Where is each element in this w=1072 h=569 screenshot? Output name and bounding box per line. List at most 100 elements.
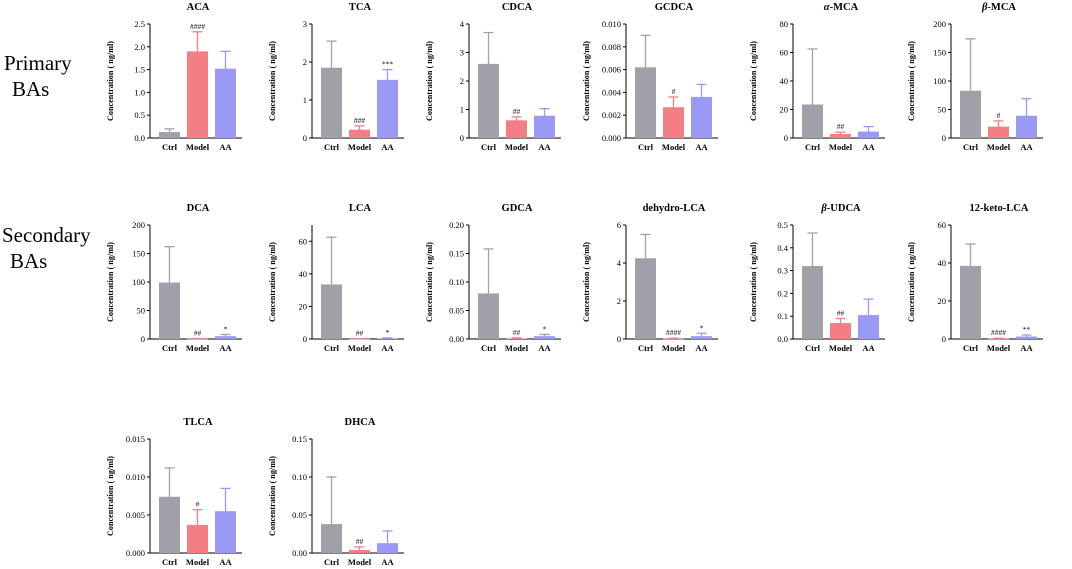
x-tick-label: AA xyxy=(862,142,875,152)
bar-model xyxy=(506,338,527,340)
x-tick-label: AA xyxy=(1020,142,1033,152)
x-tick-label: Model xyxy=(987,343,1011,353)
bar-model xyxy=(187,524,208,553)
y-tick-label: 1 xyxy=(460,105,464,115)
x-tick-label: Ctrl xyxy=(638,142,654,152)
x-tick-label: Ctrl xyxy=(324,343,340,353)
bar-model xyxy=(830,323,851,339)
y-tick-label: 20 xyxy=(780,105,789,115)
x-tick-label: AA xyxy=(219,343,232,353)
chart-panel-12: TLCA Concentration ( ng/ml) 0.000 0.005 0.01… xyxy=(106,417,242,567)
y-tick-label: 0.00 xyxy=(449,334,464,344)
chart-panel-11: 12-keto-LCA Concentration ( ng/ml) 0 20 40 60… xyxy=(907,203,1043,353)
bar-model xyxy=(349,129,370,138)
y-tick-label: 0.010 xyxy=(602,19,621,29)
bar-model xyxy=(506,120,527,138)
x-tick-label: Model xyxy=(186,343,210,353)
y-tick-label: 0.000 xyxy=(126,548,145,558)
y-tick-label: 0.004 xyxy=(602,87,622,97)
bar-ctrl xyxy=(321,67,342,138)
y-tick-label: 1.0 xyxy=(134,87,145,97)
significance-mark: #### xyxy=(991,328,1006,337)
bar-aa xyxy=(215,336,236,339)
x-tick-label: Model xyxy=(662,142,686,152)
y-tick-label: 0.3 xyxy=(777,266,788,276)
significance-mark: *** xyxy=(382,60,394,69)
significance-mark: * xyxy=(224,324,228,333)
y-axis-label: Concentration ( ng/ml) xyxy=(268,456,277,536)
significance-mark: # xyxy=(672,87,676,96)
x-tick-label: AA xyxy=(381,557,394,567)
y-tick-label: 0 xyxy=(617,334,621,344)
y-tick-label: 0 xyxy=(303,133,307,143)
x-tick-label: Ctrl xyxy=(638,343,654,353)
y-tick-label: 2.5 xyxy=(134,19,145,29)
bar-model xyxy=(187,51,208,138)
significance-mark: ## xyxy=(356,329,364,338)
x-tick-label: AA xyxy=(695,343,708,353)
bar-aa xyxy=(691,96,712,138)
y-tick-label: 0.15 xyxy=(292,434,307,444)
chart-title: DHCA xyxy=(345,417,376,428)
bar-ctrl xyxy=(960,90,981,138)
bar-ctrl xyxy=(802,266,823,339)
y-axis-label: Concentration ( ng/ml) xyxy=(425,242,434,322)
chart-title: ACA xyxy=(187,2,210,13)
y-axis-label: Concentration ( ng/ml) xyxy=(907,242,916,322)
significance-mark: ## xyxy=(194,329,202,338)
y-tick-label: 0.015 xyxy=(126,434,145,444)
significance-mark: #### xyxy=(190,22,205,31)
y-tick-label: 1.5 xyxy=(134,65,145,75)
x-tick-label: AA xyxy=(381,343,394,353)
x-tick-label: Model xyxy=(348,142,372,152)
x-tick-label: AA xyxy=(862,343,875,353)
chart-title: 12-keto-LCA xyxy=(970,203,1029,214)
y-tick-label: 2 xyxy=(303,57,307,67)
y-axis-label: Concentration ( ng/ml) xyxy=(268,41,277,121)
x-tick-label: Model xyxy=(662,343,686,353)
significance-mark: ## xyxy=(356,537,364,546)
bar-aa xyxy=(858,131,879,138)
chart-panel-8: GDCA Concentration ( ng/ml) 0.00 0.05 0.10 0.… xyxy=(425,203,561,353)
x-tick-label: Model xyxy=(186,142,210,152)
x-tick-label: Model xyxy=(348,557,372,567)
x-tick-label: AA xyxy=(538,142,551,152)
significance-mark: ** xyxy=(1023,325,1031,334)
y-tick-label: 0.5 xyxy=(777,220,788,230)
bar-aa xyxy=(691,336,712,339)
chart-panel-5: β-MCA Concentration ( ng/ml) 0 50 100 150 200 C… xyxy=(907,2,1043,152)
significance-mark: ## xyxy=(513,328,521,337)
x-tick-label: Ctrl xyxy=(805,343,821,353)
x-tick-label: Ctrl xyxy=(324,142,340,152)
y-axis-label: Concentration ( ng/ml) xyxy=(106,456,115,536)
bar-ctrl xyxy=(159,132,180,138)
bar-ctrl xyxy=(321,524,342,553)
chart-title: TLCA xyxy=(183,417,213,428)
x-tick-label: Model xyxy=(505,343,529,353)
y-tick-label: 150 xyxy=(933,48,946,58)
x-tick-label: Model xyxy=(829,142,853,152)
y-tick-label: 50 xyxy=(137,306,146,316)
x-tick-label: Model xyxy=(186,557,210,567)
chart-title: dehydro-LCA xyxy=(643,203,706,214)
bar-model xyxy=(988,126,1009,138)
bar-aa xyxy=(377,338,398,339)
y-tick-label: 200 xyxy=(933,19,946,29)
significance-mark: ### xyxy=(354,116,366,125)
y-tick-label: 3 xyxy=(460,48,464,58)
y-axis-label: Concentration ( ng/ml) xyxy=(749,242,758,322)
y-tick-label: 40 xyxy=(780,76,789,86)
y-tick-label: 40 xyxy=(299,269,308,279)
bar-model xyxy=(988,338,1009,340)
row-label-primary-line2: BAs xyxy=(12,77,50,101)
bar-ctrl xyxy=(159,496,180,553)
significance-mark: * xyxy=(700,323,704,332)
chart-panel-4: α-MCA Concentration ( ng/ml) 0 20 40 60 80 Ctrl… xyxy=(749,2,885,152)
y-tick-label: 200 xyxy=(132,220,145,230)
bar-aa xyxy=(534,115,555,138)
row-label-secondary: Secondary BAs xyxy=(2,222,91,274)
bar-aa xyxy=(858,315,879,339)
y-tick-label: 0 xyxy=(784,133,788,143)
significance-mark: # xyxy=(997,111,1001,120)
